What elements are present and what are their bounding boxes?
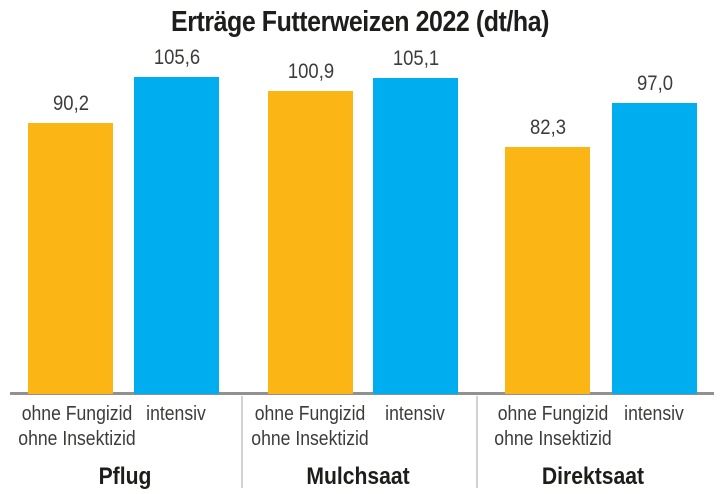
series-label-ohne: ohne Insektizid bbox=[494, 428, 612, 450]
bar-direktsaat-ohne bbox=[505, 147, 590, 394]
series-label-ohne: ohne Fungizid bbox=[254, 403, 366, 425]
series-label-ohne: ohne Fungizid bbox=[497, 403, 609, 425]
series-label-ohne: ohne Fungizid bbox=[21, 403, 133, 425]
series-label-intensiv: intensiv bbox=[385, 403, 445, 425]
group-label-mulchsaat: Mulchsaat bbox=[306, 463, 410, 490]
bar-direktsaat-intensiv bbox=[612, 103, 697, 394]
group-label-pflug: Pflug bbox=[98, 463, 152, 490]
series-label-intensiv: intensiv bbox=[146, 403, 206, 425]
group-divider bbox=[241, 396, 243, 488]
group-divider bbox=[476, 396, 478, 488]
bar-value-label: 90,2 bbox=[52, 92, 89, 115]
bar-value-label: 105,6 bbox=[153, 46, 200, 69]
bar-value-label: 97,0 bbox=[636, 72, 673, 95]
series-label-intensiv: intensiv bbox=[624, 403, 684, 425]
bar-mulchsaat-intensiv bbox=[373, 78, 458, 394]
bar-value-label: 105,1 bbox=[392, 47, 439, 70]
bar-mulchsaat-ohne bbox=[268, 91, 353, 394]
series-label-ohne: ohne Insektizid bbox=[251, 428, 369, 450]
bar-pflug-ohne bbox=[28, 123, 113, 394]
bar-value-label: 100,9 bbox=[287, 60, 334, 83]
chart-title: Erträge Futterweizen 2022 (dt/ha) bbox=[170, 6, 550, 38]
group-label-direktsaat: Direktsaat bbox=[541, 463, 645, 490]
series-label-ohne: ohne Insektizid bbox=[18, 428, 136, 450]
bar-pflug-intensiv bbox=[134, 77, 219, 394]
bar-value-label: 82,3 bbox=[529, 116, 566, 139]
x-axis-line bbox=[10, 392, 714, 395]
